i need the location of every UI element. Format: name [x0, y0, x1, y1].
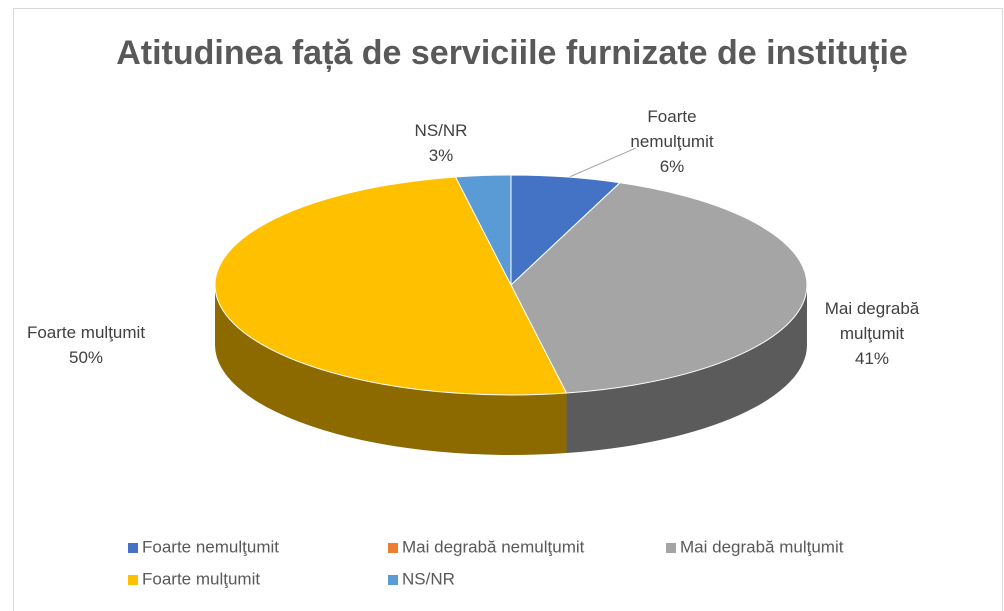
- data-label-value: 41%: [854, 349, 890, 368]
- legend-label: NS/NR: [402, 569, 455, 588]
- legend-swatch: [128, 543, 138, 553]
- slice: [214, 176, 568, 396]
- data-label: Foarte mulţumit 50%: [1, 320, 171, 370]
- legend-label: Foarte nemulţumit: [142, 537, 279, 556]
- data-label: Foarte nemulţumit 6%: [617, 104, 727, 179]
- slice-side: [215, 285, 567, 455]
- data-label-value: 6%: [659, 157, 685, 176]
- data-label-name: NS/NR: [414, 121, 468, 140]
- data-label-name: Foarte nemulţumit: [630, 107, 714, 151]
- data-label: Mai degrabă mulţumit 41%: [817, 296, 927, 371]
- slice-side: [566, 285, 808, 454]
- legend-label: Mai degrabă mulţumit: [680, 537, 844, 556]
- chart-frame: [13, 8, 1003, 611]
- data-label-value: 50%: [68, 348, 104, 367]
- data-label: NS/NR 3%: [401, 118, 481, 168]
- legend-swatch: [666, 543, 676, 553]
- data-label-value: 3%: [428, 146, 454, 165]
- legend-swatch: [388, 575, 398, 585]
- legend-swatch: [128, 575, 138, 585]
- legend-swatch: [388, 543, 398, 553]
- data-label-name: Foarte mulţumit: [26, 323, 146, 342]
- slice: [454, 174, 512, 286]
- legend-label: Mai degrabă nemulţumit: [402, 537, 585, 556]
- leader-line: [557, 147, 637, 183]
- slice: [510, 182, 808, 394]
- legend-label: Foarte mulţumit: [142, 569, 260, 588]
- chart-title: Atitudinea față de serviciile furnizate …: [116, 34, 908, 72]
- data-label-name: Mai degrabă mulţumit: [824, 299, 920, 343]
